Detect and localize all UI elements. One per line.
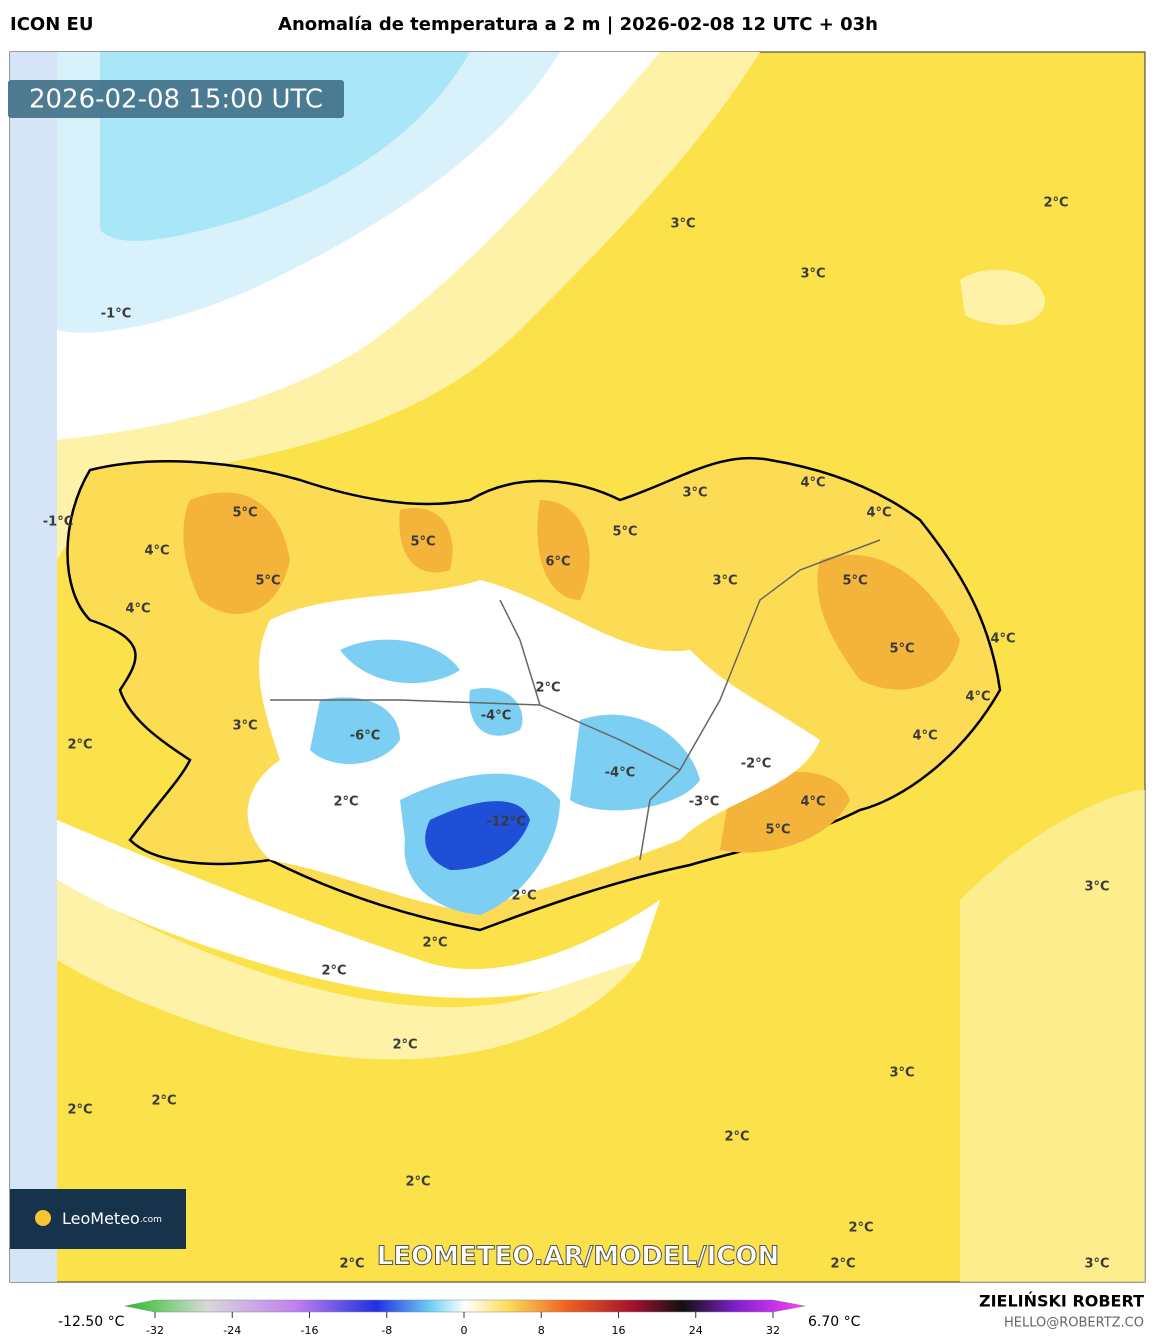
map-label: -4°C	[481, 709, 511, 724]
light-coast-band	[57, 880, 640, 1060]
left-strip	[10, 52, 57, 1282]
map-label: 3°C	[1084, 1257, 1109, 1272]
timestamp-box	[8, 80, 344, 118]
warm-area	[183, 492, 960, 853]
map-label: 4°C	[125, 602, 150, 617]
colorbar	[124, 1299, 806, 1313]
map-label: -3°C	[689, 795, 719, 810]
map-label: 2°C	[333, 795, 358, 810]
map-label: 4°C	[866, 506, 891, 521]
map-label: 4°C	[144, 544, 169, 559]
model-name: ICON EU	[10, 14, 93, 35]
timestamp: 2026-02-08 15:00 UTC	[29, 85, 323, 115]
map-label: 2°C	[422, 936, 447, 951]
map-label: 2°C	[67, 1103, 92, 1118]
map-label: 5°C	[889, 642, 914, 657]
logo-name: LeoMeteo	[62, 1209, 140, 1228]
map-label: -2°C	[741, 757, 771, 772]
map-label: 3°C	[1084, 880, 1109, 895]
map-label: 5°C	[765, 823, 790, 838]
map-label: 2°C	[848, 1221, 873, 1236]
cold-area	[310, 639, 700, 915]
colorbar-tick-label: 32	[766, 1324, 780, 1337]
map-label: 5°C	[232, 506, 257, 521]
map-label: 2°C	[535, 681, 560, 696]
map-label: 5°C	[612, 525, 637, 540]
map-label: 3°C	[682, 486, 707, 501]
map-label: 4°C	[800, 476, 825, 491]
map-label: 2°C	[151, 1094, 176, 1109]
map-label: -12°C	[486, 815, 526, 830]
logo-sun	[35, 1210, 51, 1226]
map-label: 2°C	[339, 1257, 364, 1272]
logo-suffix: .com	[140, 1215, 162, 1225]
map-label: 6°C	[545, 555, 570, 570]
light-patch	[960, 790, 1145, 1282]
logo-text: LeoMeteo.com	[62, 1209, 162, 1228]
colorbar-tick-label: 0	[461, 1324, 468, 1337]
map-label: 5°C	[842, 574, 867, 589]
map-label: 4°C	[965, 690, 990, 705]
email: HELLO@ROBERTZ.CO	[1004, 1316, 1144, 1331]
colorbar-ticks: -32 -24 -16 -8 0 8 16 24 32	[146, 1312, 780, 1337]
map-label: -1°C	[43, 515, 73, 530]
map-label: 3°C	[712, 574, 737, 589]
colorbar-tick-label: 8	[538, 1324, 545, 1337]
map-label: 2°C	[405, 1175, 430, 1190]
watermark: LEOMETEO.AR/MODEL/ICON	[377, 1242, 780, 1272]
map-title: Anomalía de temperatura a 2 m | 2026-02-…	[278, 14, 878, 35]
colorbar-tick-label: -16	[301, 1324, 319, 1337]
map-label: 2°C	[321, 964, 346, 979]
map-label: 4°C	[800, 795, 825, 810]
map-label: 2°C	[830, 1257, 855, 1272]
map-label: 5°C	[255, 574, 280, 589]
colorbar-max: 6.70 °C	[808, 1314, 861, 1330]
colorbar-tick-label: -32	[146, 1324, 164, 1337]
colorbar-tick-label: -8	[381, 1324, 392, 1337]
map-label: 2°C	[1043, 196, 1068, 211]
map-label: 3°C	[889, 1066, 914, 1081]
border-lines	[270, 539, 881, 861]
very-cold-area	[425, 801, 530, 870]
map-label: -1°C	[101, 307, 131, 322]
map-labels: 3°C 2°C 3°C -1°C 3°C 4°C 4°C 5°C -1°C 5°C 5°C 4°C 6°…	[43, 196, 1110, 1272]
map-label: -6°C	[350, 729, 380, 744]
map-label: 3°C	[800, 267, 825, 282]
colorbar-tick-label: 24	[689, 1324, 703, 1337]
map-label: 2°C	[511, 889, 536, 904]
map-label: 4°C	[990, 632, 1015, 647]
light-patch	[960, 269, 1045, 325]
map-label: 4°C	[912, 729, 937, 744]
map-label: 3°C	[670, 217, 695, 232]
white-coast-band	[57, 820, 660, 998]
map-label: -4°C	[605, 766, 635, 781]
map-label: 2°C	[724, 1130, 749, 1145]
author: ZIELIŃSKI ROBERT	[979, 1292, 1144, 1311]
colorbar-min: -12.50 °C	[58, 1314, 125, 1330]
colorbar-tick-label: 16	[612, 1324, 626, 1337]
map	[9, 51, 1146, 1283]
colorbar-tick-label: -24	[223, 1324, 241, 1337]
map-label: 2°C	[67, 738, 92, 753]
map-label: 2°C	[392, 1038, 417, 1053]
map-label: 3°C	[232, 719, 257, 734]
map-label: 5°C	[410, 535, 435, 550]
